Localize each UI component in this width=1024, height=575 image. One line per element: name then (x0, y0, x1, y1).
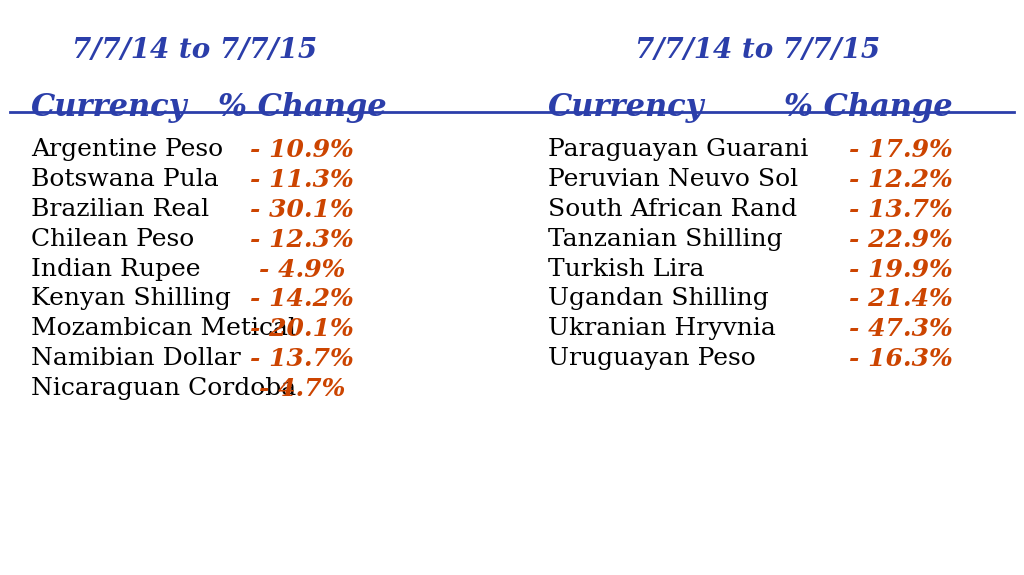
Text: Peruvian Neuvo Sol: Peruvian Neuvo Sol (548, 168, 798, 191)
Text: - 11.3%: - 11.3% (250, 168, 354, 192)
Text: - 30.1%: - 30.1% (250, 198, 354, 222)
Text: Indian Rupee: Indian Rupee (31, 258, 201, 281)
Text: Ugandan Shilling: Ugandan Shilling (548, 288, 769, 310)
Text: Argentine Peso: Argentine Peso (31, 138, 223, 161)
Text: - 17.9%: - 17.9% (849, 138, 952, 162)
Text: - 13.7%: - 13.7% (250, 347, 354, 371)
Text: - 4.9%: - 4.9% (259, 258, 345, 282)
Text: Nicaraguan Cordoba: Nicaraguan Cordoba (31, 377, 296, 400)
Text: Currency: Currency (31, 92, 187, 123)
Text: Chilean Peso: Chilean Peso (31, 228, 194, 251)
Text: Botswana Pula: Botswana Pula (31, 168, 218, 191)
Text: - 16.3%: - 16.3% (849, 347, 952, 371)
Text: - 12.3%: - 12.3% (250, 228, 354, 252)
Text: - 47.3%: - 47.3% (849, 317, 952, 342)
Text: - 4.7%: - 4.7% (259, 377, 345, 401)
Text: - 14.2%: - 14.2% (250, 288, 354, 312)
Text: Ukranian Hryvnia: Ukranian Hryvnia (548, 317, 776, 340)
Text: 7/7/14 to 7/7/15: 7/7/14 to 7/7/15 (72, 37, 317, 64)
Text: Tanzanian Shilling: Tanzanian Shilling (548, 228, 782, 251)
Text: Namibian Dollar: Namibian Dollar (31, 347, 241, 370)
Text: - 12.2%: - 12.2% (849, 168, 952, 192)
Text: South African Rand: South African Rand (548, 198, 797, 221)
Text: Currency: Currency (548, 92, 705, 123)
Text: Paraguayan Guarani: Paraguayan Guarani (548, 138, 808, 161)
Text: Kenyan Shilling: Kenyan Shilling (31, 288, 230, 310)
Text: Mozambican Metical: Mozambican Metical (31, 317, 296, 340)
Text: - 13.7%: - 13.7% (849, 198, 952, 222)
Text: 7/7/14 to 7/7/15: 7/7/14 to 7/7/15 (635, 37, 881, 64)
Text: Brazilian Real: Brazilian Real (31, 198, 209, 221)
Text: % Change: % Change (783, 92, 952, 123)
Text: - 10.9%: - 10.9% (250, 138, 354, 162)
Text: - 19.9%: - 19.9% (849, 258, 952, 282)
Text: Uruguayan Peso: Uruguayan Peso (548, 347, 756, 370)
Text: - 22.9%: - 22.9% (849, 228, 952, 252)
Text: Turkish Lira: Turkish Lira (548, 258, 705, 281)
Text: - 20.1%: - 20.1% (250, 317, 354, 342)
Text: % Change: % Change (218, 92, 386, 123)
Text: - 21.4%: - 21.4% (849, 288, 952, 312)
